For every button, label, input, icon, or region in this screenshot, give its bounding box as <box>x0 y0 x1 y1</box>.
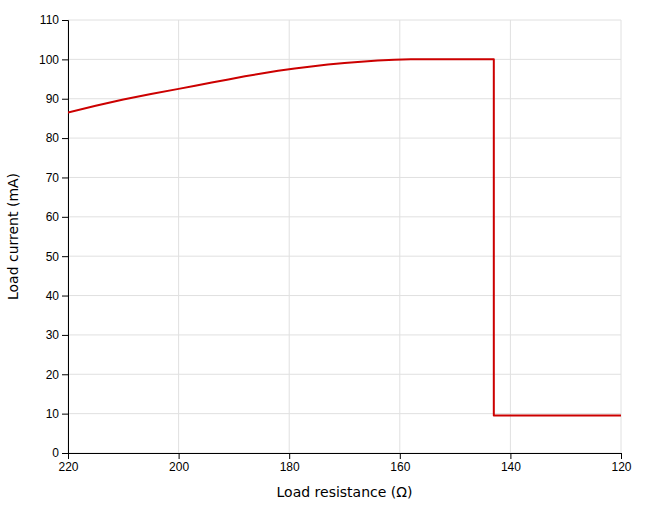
y-axis-tick: 110 <box>40 13 68 27</box>
y-axis-tick: 70 <box>46 171 68 185</box>
y-axis-tick-label: 10 <box>46 407 60 421</box>
y-axis-tick: 100 <box>39 53 68 67</box>
grid-line-y <box>68 138 621 139</box>
y-axis-tick-mark <box>62 453 68 454</box>
y-axis-tick-label: 70 <box>46 171 60 185</box>
y-axis-line <box>62 21 69 454</box>
plot-area: 220 200 180 160 140 120 0 10 20 30 40 50 60 70 80 90 100… <box>39 13 632 473</box>
y-axis-tick: 30 <box>46 328 68 342</box>
grid-line-x <box>178 20 179 453</box>
grid-line-y <box>68 216 621 217</box>
x-axis-tick-label: 120 <box>611 460 631 474</box>
x-axis-tick-label: 160 <box>390 460 410 474</box>
y-axis-title: Load current (mA) <box>5 173 21 300</box>
y-axis-tick-mark <box>62 59 68 60</box>
y-axis-tick-label: 50 <box>46 250 60 264</box>
x-axis-tick: 160 <box>390 453 410 474</box>
y-axis-tick-mark <box>62 99 68 100</box>
grid-line-y <box>68 256 621 257</box>
y-axis-tick-label: 80 <box>46 131 60 145</box>
y-axis-tick: 20 <box>46 368 68 382</box>
x-axis-tick-label: 200 <box>169 460 189 474</box>
x-axis-tick-mark <box>400 453 401 459</box>
series-line <box>68 59 621 415</box>
y-axis-tick-label: 30 <box>46 328 60 342</box>
y-axis-tick-label: 110 <box>40 13 59 27</box>
y-axis-tick-label: 20 <box>46 368 60 382</box>
grid-line-x <box>510 20 511 453</box>
x-axis-line <box>69 454 622 460</box>
grid-line-x <box>621 20 622 453</box>
series-group <box>68 59 621 415</box>
grid-line-y <box>68 98 621 99</box>
grid-line-y <box>68 374 621 375</box>
y-axis-tick-label: 0 <box>52 446 59 460</box>
grid-line-y <box>68 413 621 414</box>
y-axis-tick: 10 <box>46 407 68 421</box>
x-axis-tick-mark <box>289 453 290 459</box>
x-axis-tick: 200 <box>169 453 189 474</box>
grid-line-x <box>399 20 400 453</box>
y-axis-tick-mark <box>62 296 68 297</box>
grid-line-y <box>68 20 621 21</box>
y-axis-tick: 40 <box>46 289 68 303</box>
y-axis-tick: 60 <box>46 210 68 224</box>
y-axis-tick: 90 <box>46 92 68 106</box>
x-axis-tick-label: 140 <box>501 460 521 474</box>
y-axis-tick-mark <box>62 256 68 257</box>
x-axis-tick-mark <box>510 453 511 459</box>
y-axis-tick-label: 60 <box>46 210 60 224</box>
x-axis-tick: 180 <box>280 453 300 474</box>
grid-line-x <box>289 20 290 453</box>
y-axis-tick: 0 <box>52 446 68 460</box>
y-axis-tick: 80 <box>46 131 68 145</box>
x-axis-title: Load resistance (Ω) <box>277 484 413 500</box>
y-axis: 0 10 20 30 40 50 60 70 80 90 100 110 <box>39 13 69 460</box>
grid-line-y <box>68 334 621 335</box>
y-axis-tick-mark <box>62 217 68 218</box>
y-axis-tick: 50 <box>46 250 68 264</box>
y-axis-tick-mark <box>62 374 68 375</box>
x-axis-tick: 220 <box>58 453 78 474</box>
y-axis-tick-mark <box>62 177 68 178</box>
y-axis-tick-mark <box>62 414 68 415</box>
grid-line-y <box>68 177 621 178</box>
x-axis-tick-label: 220 <box>58 460 78 474</box>
x-axis-tick-mark <box>621 453 622 459</box>
chart: 220 200 180 160 140 120 0 10 20 30 40 50 60 70 80 90 100… <box>0 0 649 511</box>
x-axis: 220 200 180 160 140 120 <box>58 453 631 474</box>
x-axis-tick-mark <box>179 453 180 459</box>
y-axis-tick-label: 100 <box>39 53 59 67</box>
y-axis-tick-label: 90 <box>46 92 60 106</box>
y-axis-tick-mark <box>62 20 68 21</box>
x-axis-tick: 120 <box>611 453 631 474</box>
x-axis-tick: 140 <box>501 453 521 474</box>
y-axis-tick-mark <box>62 138 68 139</box>
y-axis-tick-mark <box>62 335 68 336</box>
grid-line-y <box>68 295 621 296</box>
x-axis-tick-label: 180 <box>280 460 300 474</box>
y-axis-tick-label: 40 <box>46 289 60 303</box>
grid <box>68 20 621 453</box>
grid-line-y <box>68 59 621 60</box>
